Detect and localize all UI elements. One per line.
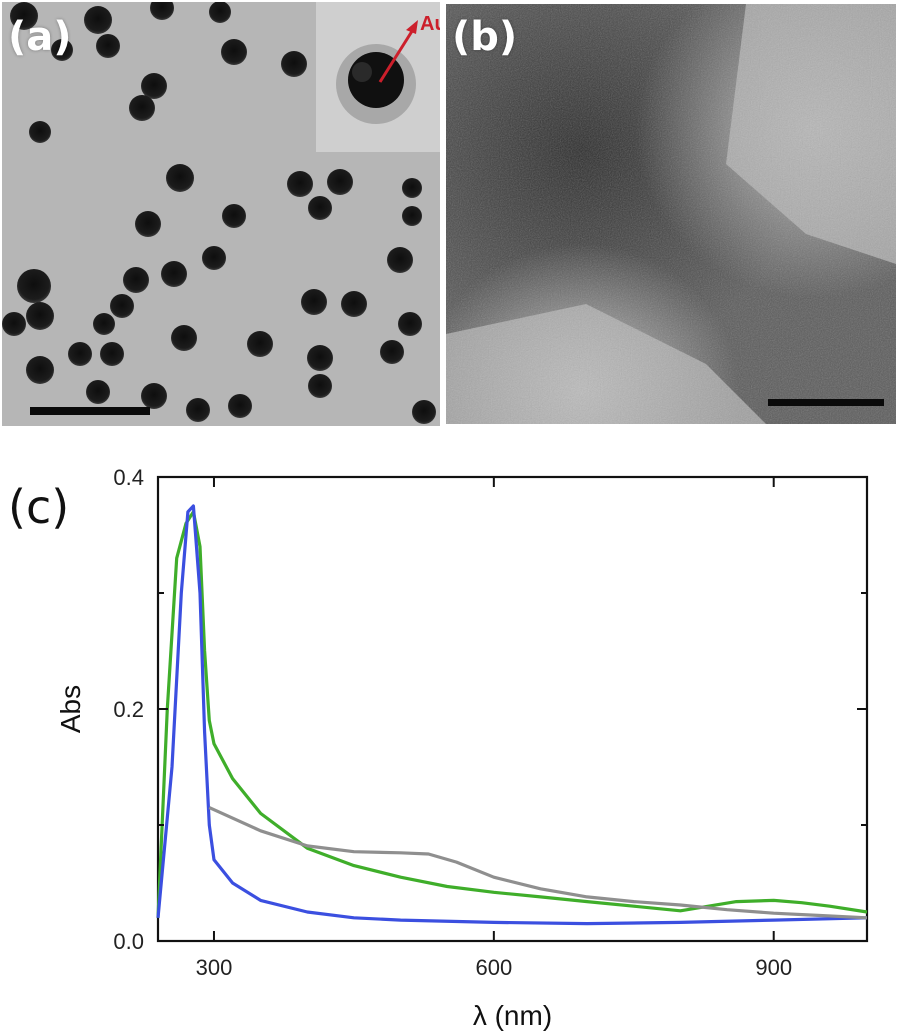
nanoparticle xyxy=(123,267,149,293)
panel-a-label: (a) xyxy=(8,14,72,60)
nanoparticle xyxy=(26,356,54,384)
panel-a-image: Au (a) xyxy=(2,2,440,426)
nanoparticle xyxy=(17,269,51,303)
absorbance-chart: 300 600 900 0.0 0.2 0.4 λ (nm) Abs xyxy=(55,465,869,1031)
nanoparticle xyxy=(221,39,247,65)
nanoparticle xyxy=(141,383,167,409)
series-layer xyxy=(156,504,868,926)
series-line-3 xyxy=(208,806,868,920)
nanoparticle xyxy=(228,394,252,418)
nanoparticle xyxy=(402,206,422,226)
nanoparticle xyxy=(150,2,174,20)
nanoparticle xyxy=(10,2,38,30)
nanoparticle xyxy=(301,289,327,315)
x-tick-label: 900 xyxy=(755,955,792,980)
nanoparticle xyxy=(129,95,155,121)
scale-bar-a xyxy=(30,407,150,415)
nanoparticle xyxy=(100,342,124,366)
nanoparticle xyxy=(29,121,51,143)
panel-a-micrograph: Au xyxy=(2,2,440,426)
y-axis-title: Abs xyxy=(55,685,86,733)
tick-layer: 300 600 900 0.0 0.2 0.4 xyxy=(113,465,867,980)
nanoparticle xyxy=(171,325,197,351)
nanoparticle xyxy=(281,51,307,77)
nanoparticle xyxy=(202,246,226,270)
nanoparticle xyxy=(166,164,194,192)
nanoparticle xyxy=(412,400,436,424)
nanoparticle xyxy=(96,34,120,58)
nanoparticle xyxy=(84,6,112,34)
nanoparticle xyxy=(341,291,367,317)
nanoparticle xyxy=(110,294,134,318)
y-tick-label: 0.0 xyxy=(113,929,144,954)
plot-frame xyxy=(156,475,869,943)
panel-b-micrograph xyxy=(446,4,896,424)
plot-border xyxy=(156,475,869,943)
nanoparticle xyxy=(327,169,353,195)
panel-c-label: (c) xyxy=(8,480,70,534)
series-line-1 xyxy=(156,510,868,918)
x-axis-title: λ (nm) xyxy=(473,1000,552,1031)
inset-arrow xyxy=(378,27,416,83)
nanoparticle xyxy=(68,342,92,366)
series-line-2 xyxy=(156,504,868,926)
x-tick-label: 600 xyxy=(475,955,512,980)
panel-b-image: (b) xyxy=(446,4,896,424)
nanoparticle xyxy=(402,178,422,198)
nanoparticle xyxy=(209,2,231,23)
nanoparticle xyxy=(380,340,404,364)
nanoparticle xyxy=(86,380,110,404)
nanoparticle xyxy=(222,204,246,228)
panel-a-inset: Au xyxy=(316,2,440,152)
nanoparticle xyxy=(398,312,422,336)
nanoparticle xyxy=(135,211,161,237)
inset-arrowhead xyxy=(406,20,418,34)
nanoparticle xyxy=(51,39,73,61)
nanoparticle xyxy=(93,313,115,335)
nanoparticle xyxy=(186,398,210,422)
nanoparticle xyxy=(387,247,413,273)
nanoparticle xyxy=(26,302,54,330)
nanoparticle xyxy=(247,331,273,357)
y-tick-label: 0.4 xyxy=(113,465,144,490)
nanoparticle xyxy=(2,312,26,336)
panel-b-label: (b) xyxy=(452,14,518,60)
nanoparticles xyxy=(2,2,436,424)
nanoparticle xyxy=(287,171,313,197)
x-tick-label: 300 xyxy=(196,955,233,980)
nanoparticle xyxy=(307,345,333,371)
nanoparticle xyxy=(308,374,332,398)
scale-bar-b xyxy=(768,399,884,406)
y-tick-label: 0.2 xyxy=(113,697,144,722)
nanoparticle xyxy=(308,196,332,220)
nanoparticle xyxy=(141,73,167,99)
inset-au-label: Au xyxy=(420,13,440,35)
nanoparticle xyxy=(161,261,187,287)
